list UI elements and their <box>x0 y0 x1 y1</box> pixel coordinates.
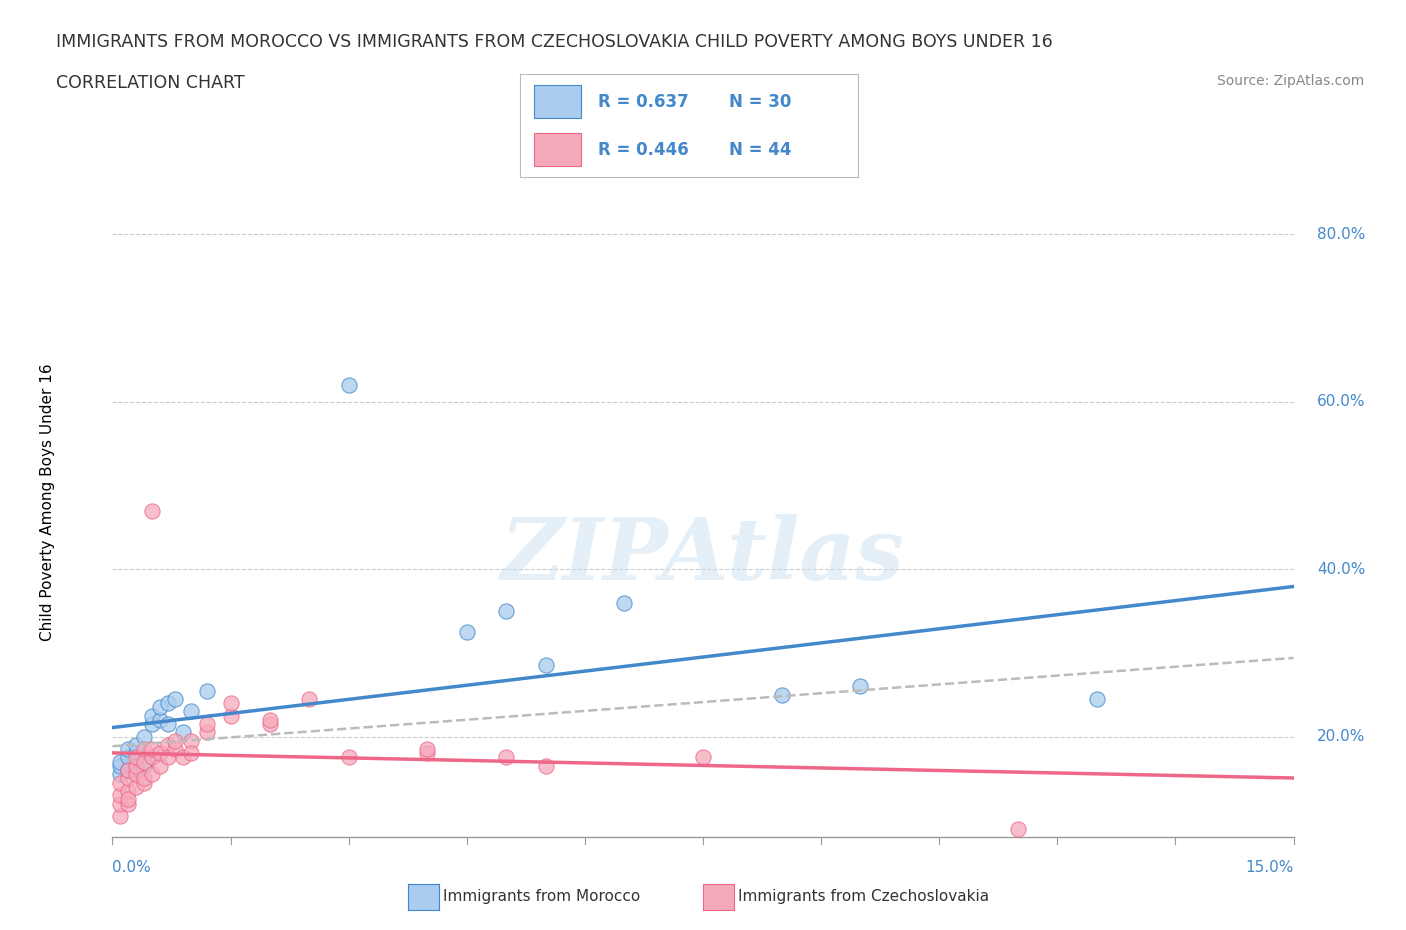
Point <box>165 742 187 757</box>
Point <box>125 763 148 777</box>
Point <box>849 679 872 694</box>
Point <box>1085 692 1108 707</box>
Point <box>132 759 155 774</box>
Point <box>117 750 139 764</box>
Text: Immigrants from Morocco: Immigrants from Morocco <box>443 889 640 904</box>
Point <box>110 796 132 811</box>
Point <box>149 700 172 715</box>
Point <box>125 750 148 764</box>
Point <box>141 709 163 724</box>
Point <box>195 717 218 732</box>
Point <box>149 759 172 774</box>
Point <box>156 750 179 764</box>
Point <box>125 737 148 752</box>
Point <box>132 771 155 786</box>
Point <box>110 776 132 790</box>
Text: 0.0%: 0.0% <box>112 860 152 875</box>
Point <box>132 776 155 790</box>
Text: 15.0%: 15.0% <box>1246 860 1294 875</box>
Point <box>495 750 517 764</box>
Point <box>416 742 439 757</box>
Point <box>117 796 139 811</box>
Point <box>195 725 218 740</box>
Text: 80.0%: 80.0% <box>1317 227 1365 242</box>
Point <box>132 754 155 769</box>
Point <box>125 779 148 794</box>
Point <box>180 746 202 761</box>
Point <box>125 746 148 761</box>
Point <box>110 759 132 774</box>
Point <box>613 595 636 610</box>
Text: Immigrants from Czechoslovakia: Immigrants from Czechoslovakia <box>738 889 990 904</box>
Point <box>195 683 218 698</box>
Text: Source: ZipAtlas.com: Source: ZipAtlas.com <box>1216 74 1364 88</box>
Point <box>110 754 132 769</box>
Point <box>337 378 360 392</box>
Point <box>132 742 155 757</box>
Text: Child Poverty Among Boys Under 16: Child Poverty Among Boys Under 16 <box>39 364 55 641</box>
Point <box>117 742 139 757</box>
Point <box>456 625 478 640</box>
Point <box>132 729 155 744</box>
Text: R = 0.637: R = 0.637 <box>598 93 689 111</box>
Point <box>141 750 163 764</box>
Point <box>692 750 714 764</box>
Point <box>770 687 793 702</box>
Point <box>298 692 321 707</box>
Point <box>180 733 202 748</box>
Point <box>110 809 132 824</box>
Bar <box>534 85 581 118</box>
Point <box>259 717 281 732</box>
Point <box>259 712 281 727</box>
Point <box>172 750 194 764</box>
Point <box>117 763 139 777</box>
Text: N = 30: N = 30 <box>730 93 792 111</box>
Point <box>149 746 172 761</box>
Point <box>495 604 517 618</box>
Point <box>534 759 557 774</box>
Point <box>165 692 187 707</box>
Text: IMMIGRANTS FROM MOROCCO VS IMMIGRANTS FROM CZECHOSLOVAKIA CHILD POVERTY AMONG BO: IMMIGRANTS FROM MOROCCO VS IMMIGRANTS FR… <box>56 33 1053 50</box>
Point <box>156 737 179 752</box>
Point <box>534 658 557 673</box>
Point <box>149 712 172 727</box>
Text: 40.0%: 40.0% <box>1317 562 1365 577</box>
Point <box>141 742 163 757</box>
Point <box>1007 821 1029 836</box>
Point <box>156 696 179 711</box>
Point <box>125 766 148 781</box>
Point <box>219 696 242 711</box>
Point <box>165 733 187 748</box>
Point <box>125 759 148 774</box>
Text: R = 0.446: R = 0.446 <box>598 141 689 159</box>
Point <box>180 704 202 719</box>
Point <box>172 725 194 740</box>
Point <box>156 717 179 732</box>
Point <box>141 717 163 732</box>
Point <box>110 788 132 803</box>
Text: CORRELATION CHART: CORRELATION CHART <box>56 74 245 92</box>
Point <box>117 771 139 786</box>
Text: 60.0%: 60.0% <box>1317 394 1365 409</box>
Point <box>337 750 360 764</box>
Point <box>141 766 163 781</box>
Point <box>141 750 163 764</box>
Point <box>416 746 439 761</box>
Bar <box>534 133 581 166</box>
Text: N = 44: N = 44 <box>730 141 792 159</box>
Text: ZIPAtlas: ZIPAtlas <box>501 514 905 597</box>
Point <box>117 783 139 798</box>
Text: 20.0%: 20.0% <box>1317 729 1365 744</box>
Point <box>117 763 139 777</box>
Point <box>219 709 242 724</box>
Point <box>117 792 139 807</box>
Point <box>110 766 132 781</box>
Point <box>141 503 163 518</box>
